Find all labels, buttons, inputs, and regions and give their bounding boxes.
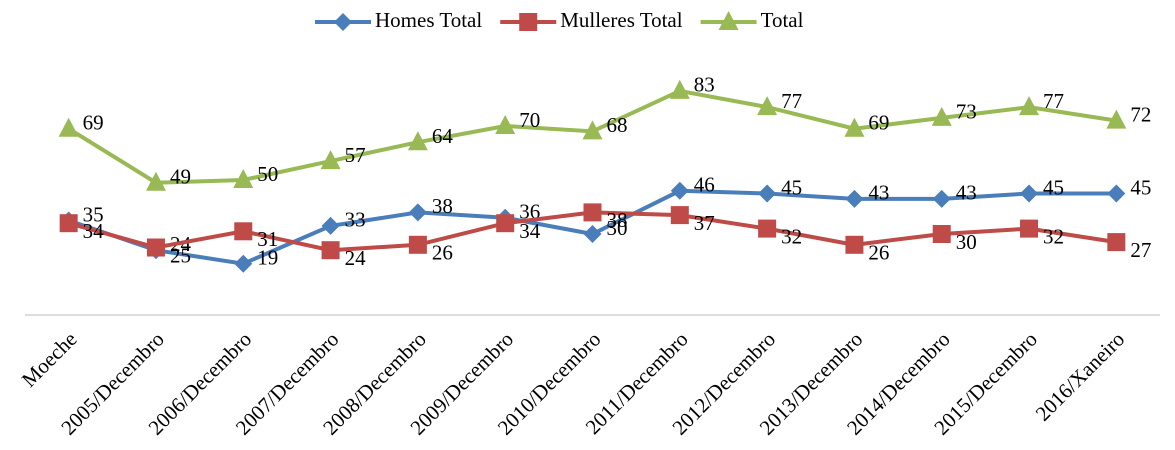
point-marker bbox=[718, 11, 739, 30]
point-marker bbox=[845, 235, 864, 254]
data-label: 45 bbox=[1043, 175, 1064, 199]
data-label: 43 bbox=[868, 181, 889, 205]
point-marker bbox=[758, 219, 777, 238]
data-label: 77 bbox=[1043, 89, 1064, 113]
point-marker bbox=[146, 238, 165, 257]
point-marker bbox=[145, 171, 166, 191]
legend-label: Total bbox=[761, 8, 804, 32]
point-marker bbox=[583, 225, 602, 243]
data-label: 38 bbox=[432, 194, 453, 218]
point-marker bbox=[234, 254, 253, 273]
data-label: 57 bbox=[345, 143, 366, 167]
data-label: 27 bbox=[1130, 238, 1151, 262]
data-label: 37 bbox=[694, 211, 715, 235]
data-label: 68 bbox=[607, 113, 628, 137]
point-marker bbox=[1020, 219, 1039, 238]
point-marker bbox=[670, 181, 689, 200]
point-marker bbox=[1019, 96, 1040, 116]
data-label: 32 bbox=[781, 224, 802, 248]
legend-label: Mulleres Total bbox=[560, 8, 683, 32]
point-marker bbox=[321, 241, 340, 260]
point-marker bbox=[320, 150, 341, 170]
data-label: 45 bbox=[1130, 175, 1151, 199]
data-label: 31 bbox=[257, 227, 278, 251]
data-label: 49 bbox=[170, 165, 191, 189]
point-marker bbox=[1020, 184, 1039, 203]
point-marker bbox=[408, 235, 427, 254]
data-label: 83 bbox=[694, 73, 715, 97]
data-label: 19 bbox=[257, 246, 278, 270]
point-marker bbox=[758, 184, 777, 203]
point-marker bbox=[408, 203, 427, 222]
data-label: 25 bbox=[170, 243, 191, 267]
point-marker bbox=[670, 206, 689, 225]
data-label: 73 bbox=[956, 100, 977, 124]
point-marker bbox=[931, 106, 952, 126]
data-label: 64 bbox=[432, 124, 454, 148]
data-label: 38 bbox=[607, 208, 628, 232]
point-marker bbox=[1107, 184, 1126, 203]
point-marker bbox=[59, 214, 78, 233]
point-marker bbox=[519, 13, 538, 31]
data-label: 72 bbox=[1130, 102, 1151, 126]
point-marker bbox=[932, 225, 951, 243]
point-marker bbox=[234, 222, 253, 241]
data-label: 50 bbox=[257, 162, 278, 186]
data-label: 43 bbox=[956, 181, 977, 205]
data-label: 26 bbox=[868, 241, 889, 265]
x-tick-label: Moeche bbox=[17, 327, 82, 392]
point-marker bbox=[669, 79, 690, 99]
point-marker bbox=[407, 131, 428, 151]
point-marker bbox=[844, 117, 865, 137]
data-label: 30 bbox=[956, 230, 977, 254]
point-marker bbox=[932, 189, 951, 208]
point-marker bbox=[845, 189, 864, 208]
data-label: 46 bbox=[694, 173, 715, 197]
data-label: 24 bbox=[345, 246, 367, 270]
point-marker bbox=[495, 115, 516, 134]
point-marker bbox=[1107, 233, 1126, 252]
point-marker bbox=[583, 203, 602, 222]
data-label: 35 bbox=[83, 202, 104, 226]
data-label: 30 bbox=[607, 216, 628, 240]
data-label: 26 bbox=[432, 241, 453, 265]
point-marker bbox=[582, 120, 603, 140]
data-label: 45 bbox=[781, 175, 802, 199]
point-marker bbox=[496, 214, 515, 233]
data-label: 69 bbox=[83, 111, 104, 135]
data-label: 70 bbox=[519, 108, 540, 132]
data-label: 69 bbox=[868, 111, 889, 135]
point-marker bbox=[1106, 109, 1127, 129]
point-marker bbox=[757, 96, 778, 116]
point-marker bbox=[58, 117, 79, 137]
data-label: 34 bbox=[83, 219, 105, 243]
x-tick-label: 2016/Xaneiro bbox=[1031, 327, 1130, 426]
data-label: 34 bbox=[519, 219, 541, 243]
data-label: 77 bbox=[781, 89, 802, 113]
data-label: 33 bbox=[345, 208, 366, 232]
point-marker bbox=[233, 169, 254, 188]
legend-label: Homes Total bbox=[375, 8, 482, 32]
point-marker bbox=[321, 216, 340, 235]
data-label: 32 bbox=[1043, 224, 1064, 248]
point-marker bbox=[334, 13, 352, 31]
